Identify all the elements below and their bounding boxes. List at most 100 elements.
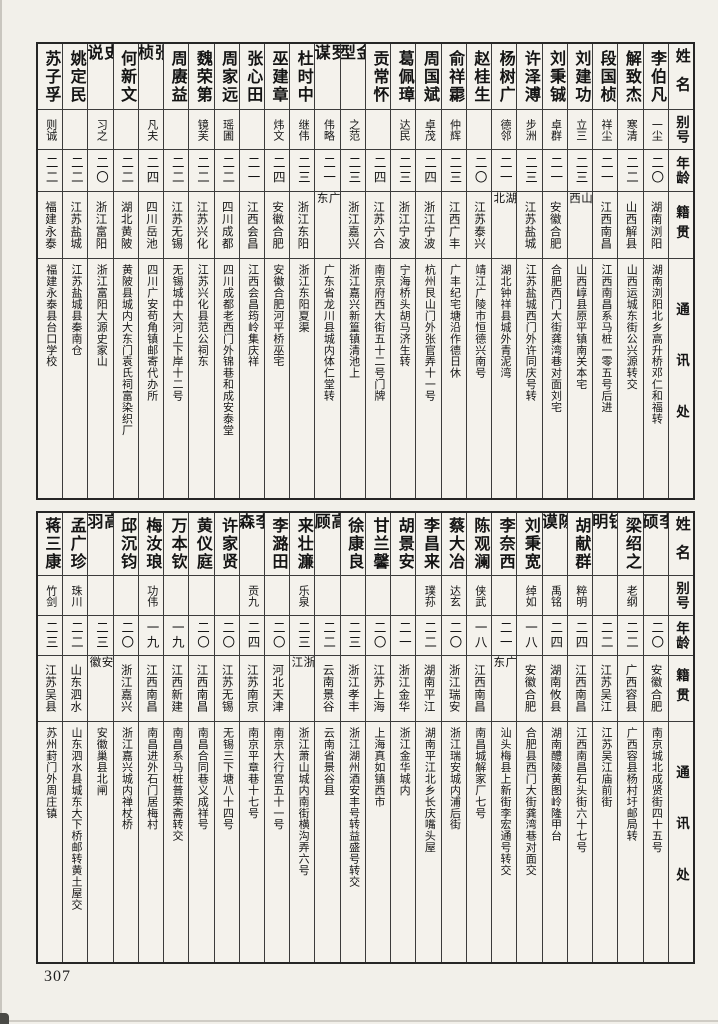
scan-edge-left (0, 0, 2, 1024)
person-alias: 达玄 (441, 576, 466, 616)
person-age: 二三 (340, 616, 365, 656)
person-age-text: 二二 (169, 156, 184, 185)
person-alias-text: 仲辉 (448, 118, 461, 141)
person-name: 孟广珍 (63, 513, 88, 576)
person-column: 来壮濂 乐泉 二三 浙江 浙江萧山城内南街横沟弄六号 (289, 513, 315, 962)
header-contact: 通讯处 (669, 259, 693, 498)
person-origin: 浙江金华 (391, 656, 416, 722)
person-age-text: 二二 (119, 156, 134, 185)
person-contact: 南京大行宫五十一号 (265, 722, 289, 962)
person-contact-text: 合肥西门大街龚湾巷对面刘宅 (549, 264, 562, 413)
header-origin: 籍贯 (668, 656, 693, 722)
person-alias: 贡九 (239, 576, 265, 616)
person-age-text: 二〇 (371, 621, 386, 650)
person-contact: 浙江金华城内 (391, 722, 415, 962)
person-alias-text: 祥尘 (599, 118, 612, 141)
person-column: 刘秉宽 绰如 一八 安徽合肥 合肥县西门大街龚湾巷对面交 (516, 513, 542, 962)
person-alias-text: 功伟 (145, 584, 158, 607)
person-age: 二四 (416, 150, 441, 192)
person-name: 梅汝琅 (138, 513, 164, 576)
person-origin-text: 湖北 (492, 192, 517, 226)
person-name-text: 胡景安 (395, 517, 413, 571)
person-alias-text: 粹明 (574, 584, 587, 607)
person-column: 邱沉钧 二〇 浙江嘉兴 浙江嘉兴城内禅杖桥 (112, 513, 138, 962)
person-contact: 合肥县西门大街龚湾巷对面交 (517, 722, 541, 962)
person-name: 黄仪庭 (189, 513, 214, 576)
person-contact: 黄陂县城内大东门袁氏祠富染织厂 (114, 259, 138, 498)
person-name: 周赓益 (164, 44, 189, 110)
person-age: 二二 (63, 616, 88, 656)
person-origin: 江苏盐城 (517, 192, 542, 259)
header-age-text: 年龄 (673, 620, 689, 651)
person-alias-text: 卓茂 (423, 118, 436, 141)
person-contact: 江西南昌系马桩一零五号后进 (593, 259, 617, 498)
person-origin-text: 江西南昌 (599, 200, 612, 250)
person-origin: 安徽 (88, 656, 113, 722)
page-number: 307 (44, 968, 71, 985)
person-alias: 步洲 (517, 110, 542, 150)
header-name-text: 姓名 (673, 515, 690, 573)
person-age: 二四 (239, 616, 265, 656)
person-age-text: 二一 (321, 156, 336, 185)
person-name: 李潞田 (265, 513, 290, 576)
person-origin: 广西容县 (618, 656, 643, 722)
person-origin: 四川成都 (214, 192, 239, 259)
header-alias-text: 别号 (673, 114, 689, 145)
person-origin: 江苏南京 (239, 656, 265, 722)
person-name: 甘兰馨 (365, 513, 391, 576)
person-column: 金型 之范 二三 浙江嘉兴 浙江嘉兴新篁镇清池上 (339, 44, 365, 498)
person-column: 杜时中 继伟 二三 浙江东阳 浙江东阳夏渠 (289, 44, 315, 498)
person-contact-text: 靖江广陵市恒德兴南号 (473, 264, 486, 379)
person-name-text: 段国桢 (597, 49, 615, 104)
person-origin-text: 山西解县 (624, 200, 637, 250)
roster-table-top: 姓名 别号 年龄 籍贯 通讯处 李伯凡 一尘 二〇 湖南浏阳 湖南浏阳北乡高升桥邓仁和福转 解致杰寒… (36, 42, 695, 500)
person-contact: 四川广安苟角镇邮寄代办所 (139, 259, 163, 498)
person-name-text: 周国斌 (420, 49, 438, 104)
person-contact: 湖北钟祥县城外青泥湾 (492, 259, 516, 498)
person-origin-text: 安徽合肥 (649, 664, 662, 713)
person-origin-text: 浙江宁波 (397, 200, 410, 250)
person-age: 二四 (265, 150, 290, 192)
person-contact: 广东省龙川县城内体仁堂转 (315, 259, 339, 498)
person-name: 陈谟 (542, 513, 567, 576)
person-origin: 江苏泰兴 (466, 192, 492, 259)
header-column: 姓名 别号 年龄 籍贯 通讯处 (667, 513, 693, 962)
person-column: 高羽 二三 安徽 安徽巢县北闸 (87, 513, 113, 962)
person-name-text: 周赓益 (168, 49, 186, 104)
person-name-text: 杨树广 (496, 49, 514, 104)
person-age: 二二 (618, 616, 643, 656)
person-contact-text: 云南省景谷县 (322, 727, 335, 796)
person-name-text: 陈观澜 (471, 517, 489, 571)
person-contact-text: 浙江嘉兴城内禅杖桥 (120, 727, 133, 830)
person-contact-text: 南昌合同巷义成祥号 (196, 727, 209, 830)
person-contact: 浙江嘉兴新篁镇清池上 (341, 259, 365, 498)
header-column: 姓名 别号 年龄 籍贯 通讯处 (667, 44, 693, 498)
person-alias: 竹剑 (37, 576, 63, 616)
person-age-text: 二四 (270, 156, 285, 185)
person-age-text: 二一 (396, 621, 411, 650)
person-alias-text: 达玄 (448, 584, 461, 607)
person-age-text: 二三 (447, 156, 462, 185)
person-contact-text: 江西南昌石头街六十七号 (574, 727, 587, 853)
person-name-text: 魏荣第 (193, 49, 211, 104)
person-origin-text: 浙江瑞安 (447, 664, 460, 713)
person-column: 贡常怀 二四 江苏六合 南京府西大街五十二号门牌 (364, 44, 391, 498)
person-alias: 老纲 (618, 576, 643, 616)
person-alias: 之范 (340, 110, 365, 150)
person-name: 来壮濂 (290, 513, 315, 576)
person-age: 二三 (340, 150, 365, 192)
person-column: 苏子孚 则诚 二二 福建永泰 福建永泰县台口学校 (37, 44, 63, 498)
person-age-text: 二〇 (220, 621, 235, 650)
person-name-text: 解致杰 (622, 49, 640, 104)
header-origin: 籍贯 (668, 192, 693, 259)
header-name-text: 姓名 (673, 48, 690, 105)
person-origin-text: 湖南平江 (422, 664, 435, 713)
person-age: 一八 (466, 616, 492, 656)
person-column: 解致杰 寒清 二二 山西解县 山西运城东街公兴源转交 (617, 44, 643, 498)
person-age: 二一 (492, 616, 517, 656)
person-origin: 江西南昌 (138, 656, 164, 722)
person-contact-text: 江苏盐城西门外许同庆号转 (524, 264, 537, 402)
person-age: 二〇 (365, 616, 391, 656)
person-column: 葛佩璋 达民 二三 浙江宁波 宁海桥头胡马济生转 (390, 44, 416, 498)
person-age: 二二 (37, 150, 63, 192)
